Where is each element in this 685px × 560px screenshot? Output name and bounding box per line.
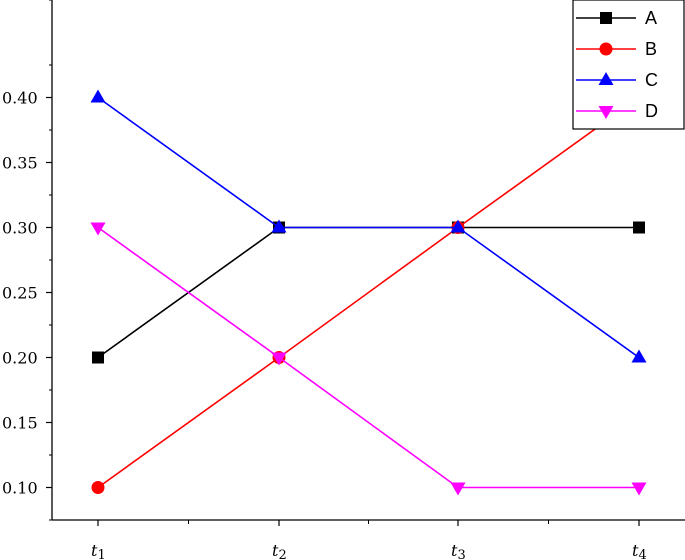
legend-box: [572, 0, 685, 130]
data-point-d: [631, 482, 647, 496]
series-line-d: [97, 226, 639, 489]
legend-item-b: B: [576, 39, 657, 59]
data-point-b: [91, 481, 105, 494]
legend-label: D: [645, 101, 658, 121]
y-tick-label: 0.40: [2, 89, 38, 108]
data-point-a: [92, 351, 104, 364]
series-d: [90, 222, 647, 496]
y-tick-label: 0.15: [2, 414, 38, 433]
series-line-c: [97, 96, 640, 359]
y-tick-label: 0.10: [2, 479, 38, 498]
data-point-c: [450, 219, 466, 233]
data-point-a: [633, 221, 645, 234]
x-tick-label: t1: [91, 541, 106, 560]
data-point-c: [271, 219, 287, 233]
y-tick-label: 0.20: [2, 349, 38, 368]
y-tick-label: 0.30: [2, 219, 38, 238]
legend-item-a: A: [576, 8, 657, 28]
data-point-c: [631, 349, 647, 363]
legend-marker: [600, 12, 612, 24]
legend-item-d: D: [576, 101, 658, 121]
x-tick-label: t2: [272, 541, 287, 560]
legend-label: A: [645, 8, 657, 28]
data-point-d: [90, 222, 106, 236]
legend-marker: [598, 106, 614, 119]
series-c: [90, 89, 647, 363]
series-line-b: [97, 96, 640, 489]
legend-item-c: C: [576, 70, 658, 90]
data-point-c: [90, 89, 106, 103]
series-layer: [90, 89, 647, 496]
y-tick-label: 0.35: [2, 154, 38, 173]
legend-marker: [599, 42, 613, 56]
x-tick-label: t3: [451, 541, 466, 560]
data-point-d: [450, 482, 466, 496]
legend-marker: [598, 72, 614, 85]
y-tick-label: 0.25: [2, 284, 38, 303]
legend-label: B: [645, 39, 657, 59]
data-point-d: [271, 352, 287, 366]
x-tick-label: t4: [632, 541, 647, 560]
series-b: [91, 91, 646, 494]
legend-label: C: [645, 70, 658, 90]
